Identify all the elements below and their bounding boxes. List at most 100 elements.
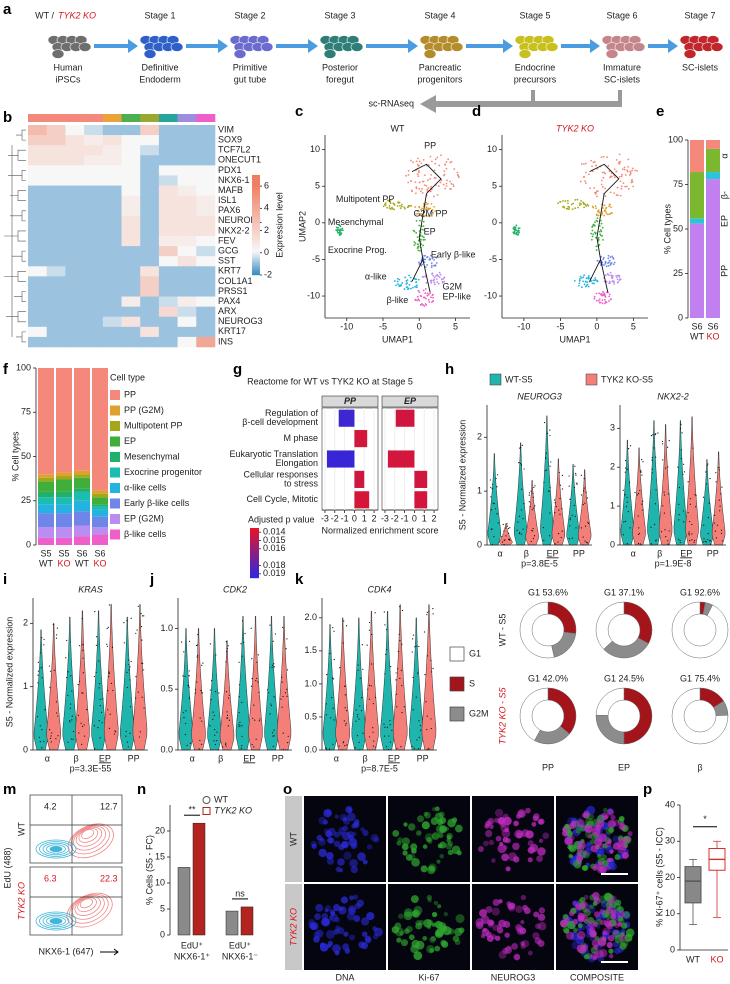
jitter-dot bbox=[358, 718, 360, 720]
jitter-dot bbox=[530, 490, 532, 492]
cell-dot bbox=[422, 202, 425, 205]
jitter-dot bbox=[256, 677, 258, 679]
stage-title: Stage 3 bbox=[324, 10, 355, 20]
heat-cell bbox=[177, 316, 197, 328]
jitter-dot bbox=[112, 689, 114, 692]
cell-dot bbox=[585, 171, 587, 174]
cell-dot bbox=[595, 299, 598, 302]
jitter-dot bbox=[694, 494, 696, 496]
nucleus bbox=[504, 827, 510, 833]
colorbar-step bbox=[252, 262, 260, 266]
cell-dot bbox=[586, 283, 589, 286]
jitter-dot bbox=[585, 491, 587, 493]
panel-label: e bbox=[656, 103, 664, 120]
jitter-dot bbox=[389, 719, 391, 722]
y-tick-label: 20 bbox=[155, 825, 165, 835]
cell-dot bbox=[399, 204, 401, 207]
nucleus bbox=[451, 845, 461, 855]
jitter-dot bbox=[215, 654, 217, 656]
donut-label: G1 92.6% bbox=[680, 587, 720, 597]
term-label: Elongation bbox=[275, 458, 318, 468]
bar bbox=[192, 822, 206, 936]
x-tick-label: -10 bbox=[340, 321, 353, 331]
nucleus bbox=[360, 917, 370, 926]
nucleus bbox=[602, 843, 608, 849]
jitter-dot bbox=[238, 661, 240, 663]
cell-dot bbox=[515, 233, 518, 236]
jitter-dot bbox=[650, 434, 653, 437]
gene-title: CDK4 bbox=[367, 584, 391, 594]
contour bbox=[35, 839, 77, 859]
cell-dot bbox=[389, 202, 392, 205]
header: TYK2 KO bbox=[58, 10, 96, 20]
jitter-dot bbox=[561, 488, 564, 490]
jitter-dot bbox=[490, 496, 492, 498]
cell-dot bbox=[612, 256, 615, 259]
heat-cell bbox=[65, 205, 85, 217]
nucleus bbox=[517, 809, 526, 818]
nucleus bbox=[326, 851, 334, 860]
jitter-dot bbox=[106, 643, 108, 645]
nucleus bbox=[348, 905, 356, 913]
jitter-dot bbox=[520, 533, 523, 535]
jitter-dot bbox=[533, 535, 536, 537]
colorbar-step bbox=[252, 269, 260, 273]
panel-label: c bbox=[295, 103, 303, 120]
nucleus bbox=[434, 806, 440, 812]
colorbar-label: 0.016 bbox=[263, 543, 286, 553]
cell-dot bbox=[582, 280, 585, 283]
heat-cell bbox=[158, 125, 178, 136]
gene-label: KRT17 bbox=[218, 326, 246, 336]
heat-cell bbox=[84, 205, 104, 217]
cell-dot bbox=[597, 210, 600, 213]
cell-dot bbox=[584, 280, 587, 283]
nucleus bbox=[342, 825, 349, 832]
nucleus bbox=[429, 936, 436, 944]
cell-dot bbox=[418, 181, 421, 184]
contour bbox=[79, 898, 93, 909]
cell-dot bbox=[600, 230, 603, 233]
jitter-dot bbox=[667, 540, 669, 542]
jitter-dot bbox=[257, 654, 259, 656]
nucleus bbox=[411, 857, 420, 867]
jitter-dot bbox=[558, 471, 560, 474]
cell-dot bbox=[634, 169, 637, 172]
cell-dot bbox=[417, 289, 420, 292]
jitter-dot bbox=[637, 492, 640, 495]
jitter-dot bbox=[629, 527, 631, 529]
panel-label: g bbox=[233, 361, 242, 378]
violin bbox=[46, 623, 61, 751]
jitter-dot bbox=[287, 735, 289, 737]
jitter-dot bbox=[39, 725, 41, 727]
jitter-dot bbox=[508, 538, 511, 540]
cell-dot bbox=[594, 191, 596, 194]
nucleus bbox=[404, 928, 410, 934]
nucleus bbox=[423, 811, 429, 817]
cell-dot bbox=[433, 276, 436, 279]
donut-segment bbox=[623, 687, 653, 745]
cell-dot bbox=[593, 231, 596, 234]
heat-cell bbox=[177, 215, 197, 227]
stage-arrow bbox=[561, 39, 600, 53]
heat-cell bbox=[102, 165, 122, 176]
nucleus bbox=[340, 896, 349, 904]
scrnaseq-label: sc-RNAseq bbox=[368, 98, 414, 108]
nucleus bbox=[487, 817, 495, 825]
column-label: β bbox=[697, 762, 702, 772]
nucleus bbox=[582, 851, 590, 859]
jitter-dot bbox=[703, 524, 705, 526]
jitter-dot bbox=[426, 614, 428, 616]
cluster-label: Early β-like bbox=[431, 249, 476, 259]
nucleus bbox=[360, 942, 368, 950]
nucleus bbox=[515, 905, 523, 913]
jitter-dot bbox=[533, 486, 535, 488]
jitter-dot bbox=[430, 718, 432, 720]
jitter-dot bbox=[574, 515, 576, 517]
cell-dot bbox=[416, 210, 419, 213]
heat-cell bbox=[196, 165, 216, 176]
jitter-dot bbox=[135, 697, 137, 699]
heat-cell bbox=[102, 175, 122, 186]
bar-segment bbox=[690, 172, 704, 219]
contour bbox=[66, 892, 113, 928]
jitter-dot bbox=[43, 638, 45, 641]
